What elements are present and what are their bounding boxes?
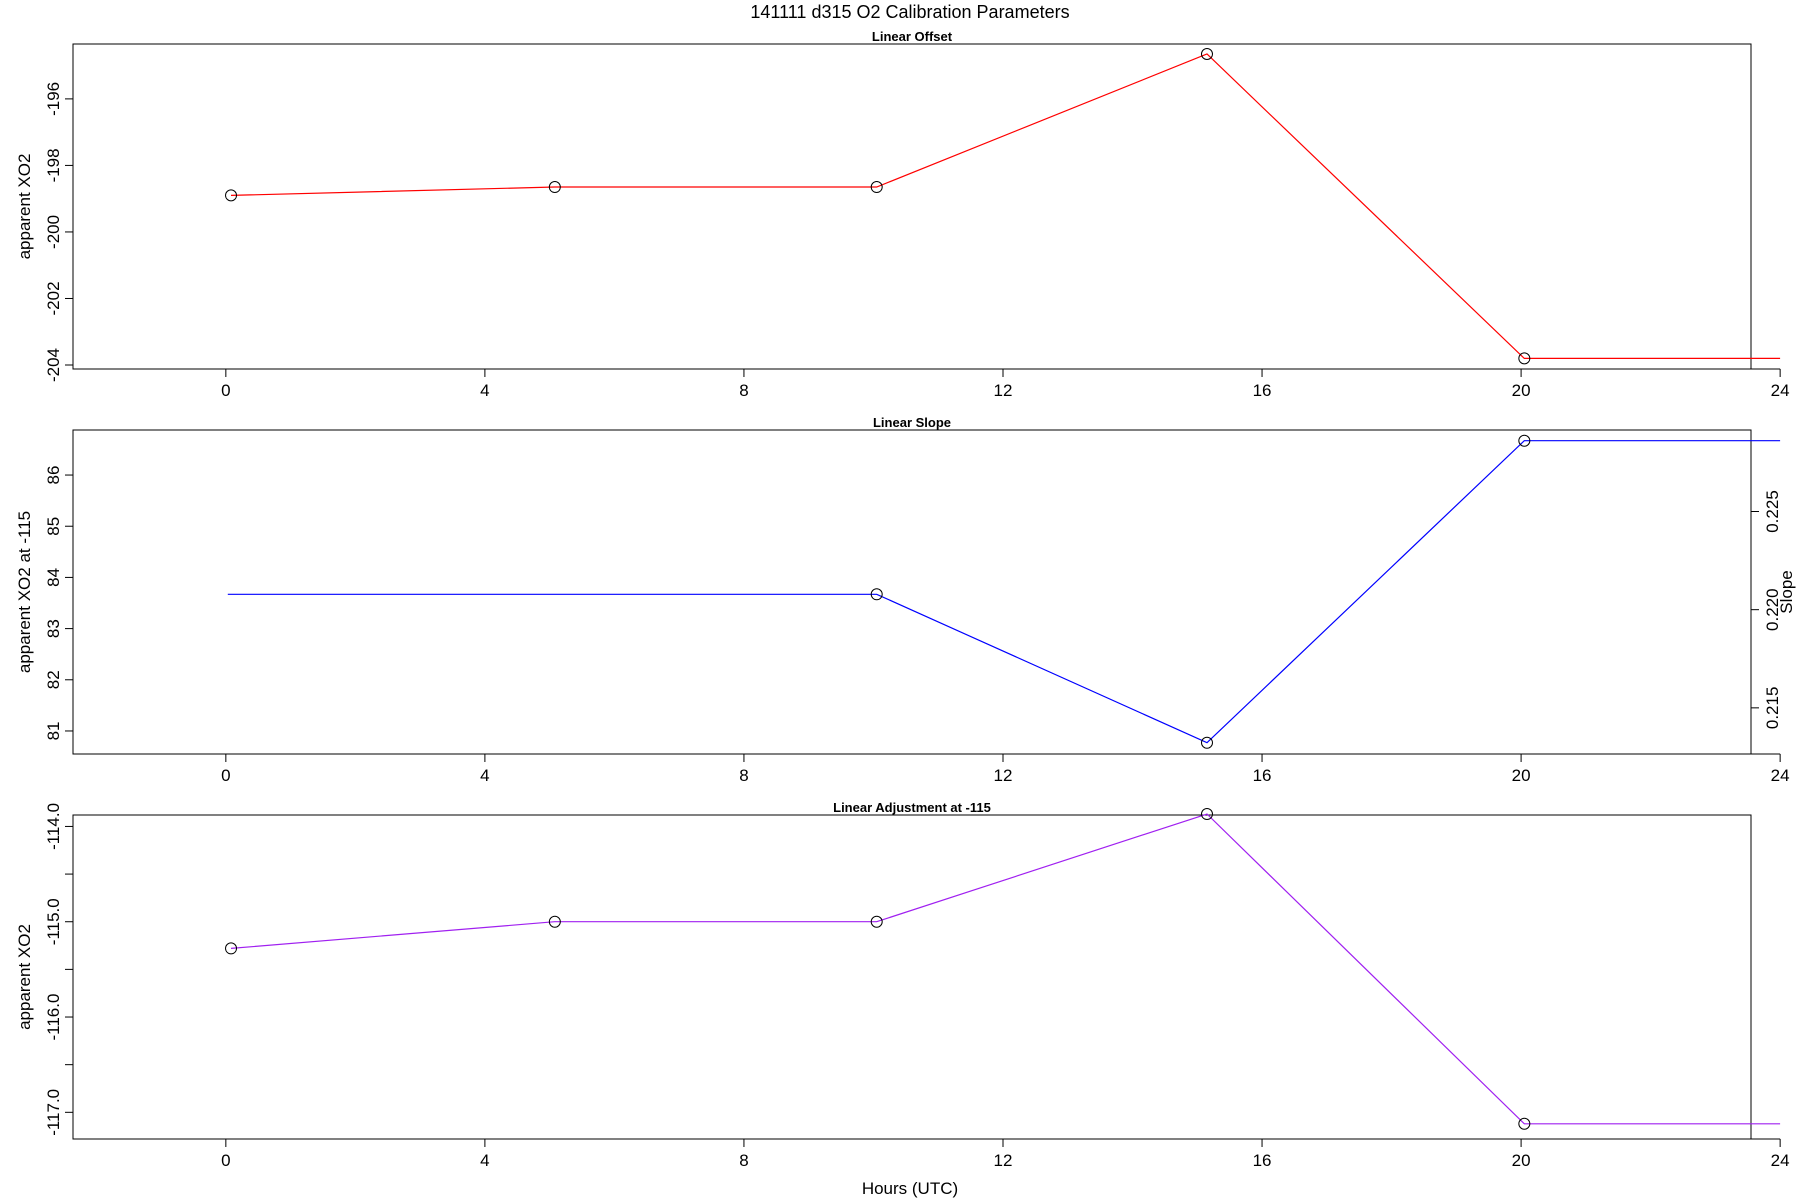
data-point: [1518, 434, 1531, 447]
x-tick-label: 16: [1253, 766, 1272, 785]
data-point: [1200, 808, 1213, 821]
data-point: [548, 181, 561, 194]
y-tick-label: 82: [44, 670, 63, 689]
x-tick-label: 12: [994, 1151, 1013, 1170]
y-tick-label: -202: [44, 281, 63, 315]
x-tick-label: 4: [480, 1151, 489, 1170]
x-tick-label: 0: [221, 766, 230, 785]
y2-tick-label: 0.220: [1763, 588, 1782, 631]
y-tick-label: 84: [44, 568, 63, 587]
x-tick-label: 8: [739, 381, 748, 400]
y2-axis-title: Slope: [1777, 570, 1796, 613]
series-line: [227, 440, 1781, 744]
panel-2: Linear Slope 0 4 8 12 16 20 24 81 82 83 84 85 86 appar…: [15, 415, 1796, 785]
data-point: [870, 915, 883, 928]
figure-title: 141111 d315 O2 Calibration Parameters: [750, 2, 1069, 22]
y-axis-title: apparent XO2: [15, 924, 34, 1030]
x-tick-label: 16: [1253, 381, 1272, 400]
plot-frame: [72, 43, 1752, 370]
data-point: [225, 942, 238, 955]
data-point: [1518, 1117, 1531, 1130]
x-tick-label: 24: [1771, 1151, 1790, 1170]
panel-title: Linear Offset: [872, 29, 953, 44]
panel-title: Linear Adjustment at -115: [833, 800, 991, 815]
y-tick-label: -116.0: [44, 994, 63, 1041]
y2-tick-label: 0.215: [1763, 687, 1782, 730]
x-tick-label: 20: [1512, 766, 1531, 785]
x-tick-label: 24: [1771, 766, 1790, 785]
x-tick-label: 4: [480, 766, 489, 785]
data-point: [870, 588, 883, 601]
y-tick-label: -117.0: [44, 1089, 63, 1136]
data-point: [1200, 736, 1213, 749]
data-point: [225, 189, 238, 202]
x-tick-label: 8: [739, 1151, 748, 1170]
series-line: [230, 53, 1781, 359]
data-point: [870, 181, 883, 194]
panel-1: Linear Offset 0 4 8 12 16 20 24 -204 -202 -200 -198…: [15, 29, 1790, 400]
y-tick-label: -115.0: [44, 898, 63, 945]
data-point: [1518, 352, 1531, 365]
y-tick-label: -196: [44, 82, 63, 116]
y-tick-label: -200: [44, 215, 63, 249]
y-axis-title: apparent XO2 at -115: [15, 511, 34, 673]
series-line: [230, 813, 1781, 1125]
data-point: [1200, 47, 1213, 60]
x-tick-label: 20: [1512, 381, 1531, 400]
x-tick-label: 16: [1253, 1151, 1272, 1170]
x-tick-label: 0: [221, 381, 230, 400]
data-point: [548, 915, 561, 928]
x-tick-label: 12: [994, 766, 1013, 785]
y-tick-label: 85: [44, 517, 63, 536]
x-tick-label: 20: [1512, 1151, 1531, 1170]
y-tick-label: -114.0: [44, 803, 63, 850]
x-tick-label: 24: [1771, 381, 1790, 400]
x-tick-label: 0: [221, 1151, 230, 1170]
panel-title: Linear Slope: [873, 415, 951, 430]
y-tick-label: 81: [44, 722, 63, 741]
x-axis-title: Hours (UTC): [862, 1179, 958, 1198]
y2-tick-label: 0.225: [1763, 490, 1782, 533]
y-axis-title: apparent XO2: [15, 154, 34, 260]
y-tick-label: 83: [44, 619, 63, 638]
x-tick-label: 4: [480, 381, 489, 400]
y-tick-label: -204: [44, 348, 63, 382]
plot-frame: [72, 429, 1752, 755]
panel-3: Linear Adjustment at -115 0 4 8 12 16 20 24 -117…: [15, 800, 1790, 1170]
plot-frame: [72, 814, 1752, 1140]
x-tick-label: 8: [739, 766, 748, 785]
x-tick-label: 12: [994, 381, 1013, 400]
y-tick-label: -198: [44, 148, 63, 182]
y-tick-label: 86: [44, 466, 63, 485]
